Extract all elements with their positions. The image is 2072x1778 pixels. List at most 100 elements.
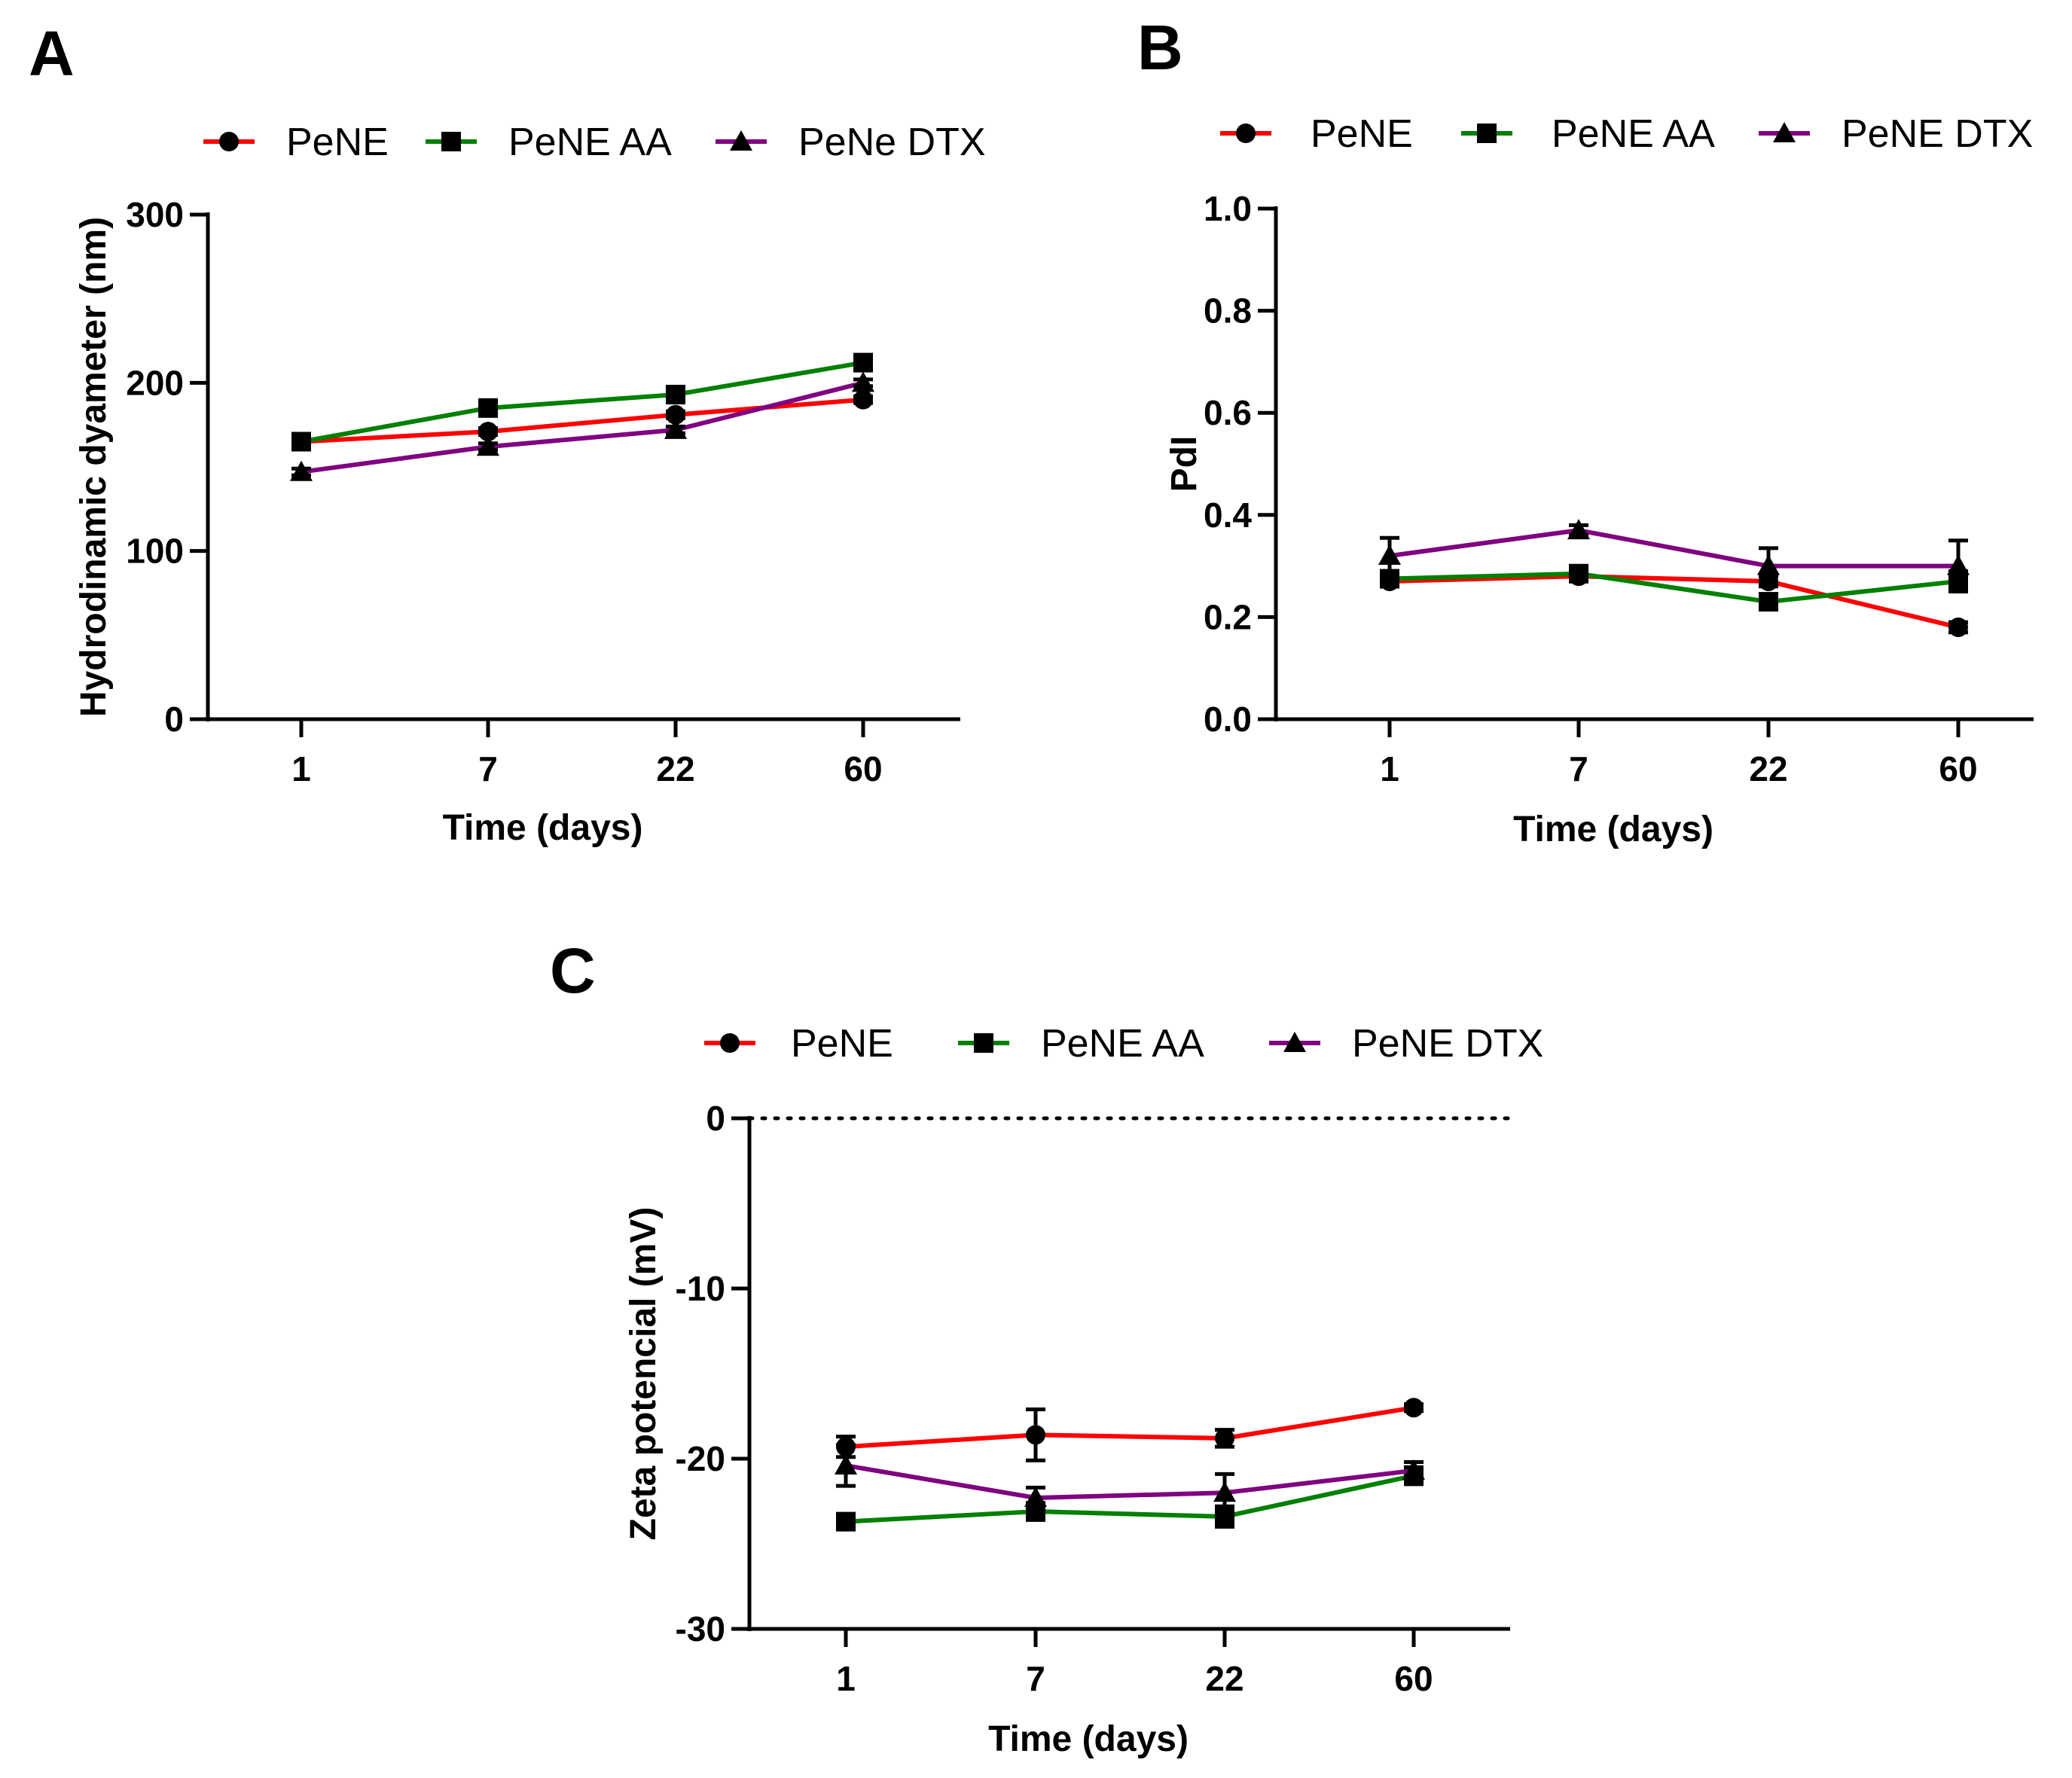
x-axis-title: Time (days) [443, 808, 643, 848]
data-point [666, 404, 685, 425]
legend-marker-square-icon [441, 132, 461, 151]
y-axis-title: Zeta potencial (mV) [624, 1207, 664, 1541]
y-tick-label: 0 [706, 1099, 725, 1138]
data-point [1759, 592, 1778, 612]
data-point [853, 389, 873, 410]
y-tick-label: 0.6 [1204, 393, 1252, 432]
y-tick-label: 0.8 [1204, 291, 1252, 331]
data-point [664, 418, 687, 439]
series-line [1389, 571, 1959, 605]
legend-entry-label: PeNE AA [1552, 112, 1715, 156]
series-line [1389, 574, 1959, 630]
data-point [1402, 1459, 1425, 1480]
data-point [853, 352, 873, 373]
y-tick-label: 300 [126, 195, 184, 234]
x-tick-label: 22 [1749, 749, 1787, 788]
y-tick-label: 0.0 [1204, 700, 1252, 739]
data-point [1026, 1425, 1045, 1445]
legend-marker-triangle-icon [730, 130, 752, 151]
x-tick-label: 7 [1569, 749, 1588, 788]
series-pene-dtx [835, 1443, 1425, 1514]
y-tick-label: 100 [126, 532, 184, 571]
legend-marker-triangle-icon [1283, 1032, 1306, 1052]
legend: PeNE PeNE AA PeNe DTX [203, 120, 986, 164]
data-point [1378, 544, 1401, 566]
data-point [1757, 554, 1780, 575]
legend-entry-label: PeNE [1311, 112, 1413, 156]
x-tick-label: 1 [291, 749, 311, 788]
data-point [290, 460, 313, 481]
data-point [836, 1511, 856, 1532]
x-tick-label: 7 [1026, 1659, 1045, 1698]
y-tick-label: -10 [676, 1269, 725, 1308]
x-tick-label: 60 [1394, 1659, 1433, 1698]
data-point [1404, 1398, 1424, 1418]
y-tick-label: 0.4 [1204, 496, 1252, 535]
data-point [478, 398, 498, 418]
series-pene-aa [1380, 563, 1968, 612]
data-point [1024, 1486, 1047, 1507]
series-pene-aa [291, 352, 873, 452]
series-line [301, 360, 864, 444]
legend-entry-label: PeNE [286, 120, 389, 164]
y-tick-label: 1.0 [1204, 189, 1252, 228]
data-point [1569, 563, 1588, 584]
series-pene-dtx [290, 371, 874, 481]
x-tick-label: 7 [478, 749, 498, 788]
x-tick-label: 22 [656, 749, 694, 788]
legend-marker-square-icon [1477, 124, 1497, 143]
x-tick-label: 22 [1205, 1659, 1244, 1698]
chart-panel-c: C PeNE PeNE AA PeNE DTX -30 -20 -10 0 1 7 22 60 Time… [550, 935, 1543, 1759]
legend-entry-label: PeNE DTX [1352, 1022, 1543, 1066]
legend-entry-label: PeNE DTX [1842, 112, 2033, 156]
legend-marker-circle-icon [720, 1033, 740, 1053]
panel-letter-c: C [550, 935, 596, 1006]
y-tick-label: 200 [126, 363, 184, 402]
data-point [478, 422, 498, 442]
series-line [845, 1463, 1414, 1500]
legend-marker-circle-icon [219, 132, 239, 151]
series-line [1389, 528, 1958, 569]
legend-marker-circle-icon [1236, 124, 1256, 143]
y-axis-title: PdI [1164, 436, 1204, 493]
data-point [852, 371, 874, 392]
data-point [835, 1454, 857, 1475]
x-tick-label: 1 [836, 1659, 856, 1698]
y-tick-label: -20 [676, 1439, 725, 1478]
y-tick-label: -30 [676, 1609, 725, 1648]
series-line [845, 1473, 1414, 1524]
data-point [1948, 617, 1968, 637]
legend-entry-label: PeNe DTX [798, 120, 986, 164]
panel-letter-a: A [29, 18, 75, 89]
x-axis-title: Time (days) [988, 1719, 1189, 1759]
data-point [1567, 519, 1590, 540]
legend: PeNE PeNE AA PeNE DTX [704, 1022, 1543, 1066]
series-line [301, 380, 864, 474]
data-point [1213, 1481, 1236, 1502]
panel-letter-b: B [1137, 12, 1183, 83]
x-axis-title: Time (days) [1513, 810, 1713, 849]
x-tick-label: 60 [1939, 749, 1977, 788]
series-pene [836, 1398, 1424, 1462]
legend-entry-label: PeNE AA [508, 120, 672, 164]
legend-marker-triangle-icon [1773, 122, 1796, 142]
legend-entry-label: PeNE [791, 1022, 893, 1066]
y-tick-label: 0.2 [1204, 597, 1252, 636]
legend-entry-label: PeNE AA [1041, 1022, 1204, 1066]
chart-panel-b: B PeNE PeNE AA PeNE DTX 0.0 0.2 0.4 0.6 0.8 1.0 1 7… [1137, 12, 2034, 849]
data-point [477, 435, 499, 456]
data-point [1947, 554, 1970, 575]
series-pene-dtx [1378, 519, 1970, 593]
legend: PeNE PeNE AA PeNE DTX [1220, 112, 2033, 156]
series-pene-aa [836, 1465, 1424, 1532]
data-point [666, 384, 685, 404]
chart-panel-a: A PeNE PeNE AA PeNe DTX 0 100 200 300 1 7 22 60 Time… [29, 18, 986, 848]
x-tick-label: 1 [1380, 749, 1399, 788]
legend-marker-square-icon [974, 1033, 993, 1053]
data-point [1215, 1428, 1234, 1448]
series-line [845, 1405, 1414, 1450]
data-point [291, 432, 311, 452]
y-tick-label: 0 [164, 700, 184, 739]
x-tick-label: 60 [844, 749, 882, 788]
